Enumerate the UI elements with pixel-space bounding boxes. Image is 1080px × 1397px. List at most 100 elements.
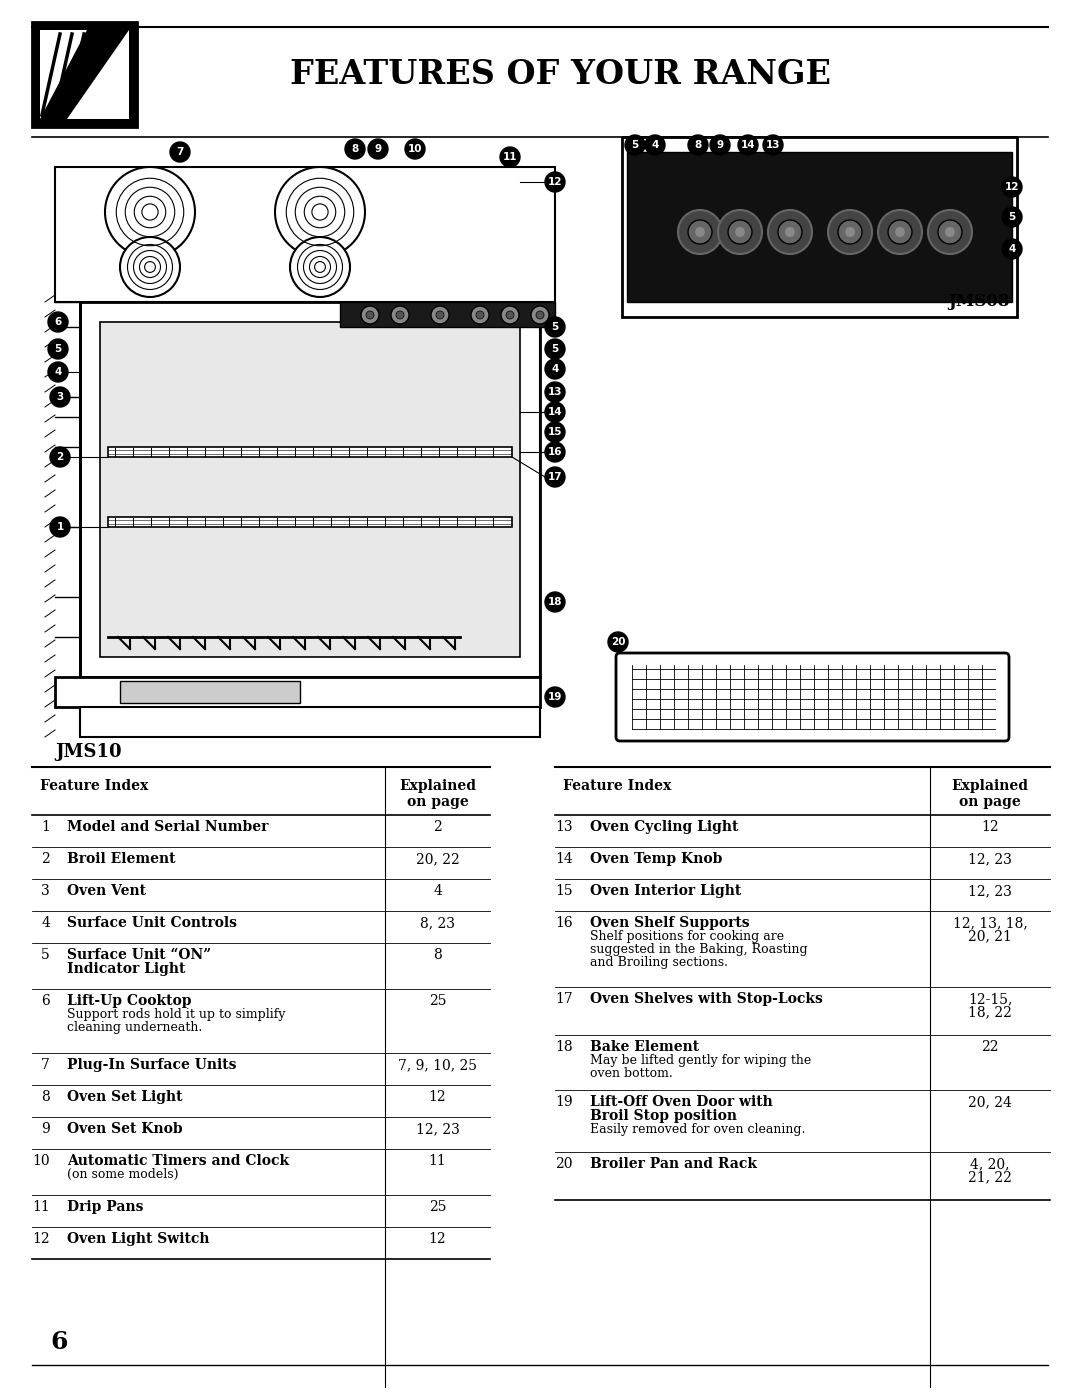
Circle shape (688, 219, 712, 244)
Text: 13: 13 (766, 140, 780, 149)
Circle shape (845, 226, 855, 237)
Text: 2: 2 (41, 852, 50, 866)
Text: 4: 4 (54, 367, 62, 377)
Circle shape (608, 631, 627, 652)
Circle shape (501, 306, 519, 324)
Text: 13: 13 (548, 387, 563, 397)
Text: 10: 10 (408, 144, 422, 154)
Bar (100, 321, 519, 657)
Text: 8: 8 (41, 1090, 50, 1104)
Text: 13: 13 (555, 820, 573, 834)
Text: 11: 11 (429, 1154, 446, 1168)
Circle shape (50, 517, 70, 536)
Circle shape (785, 226, 795, 237)
Text: Oven Set Knob: Oven Set Knob (67, 1122, 183, 1136)
Text: 4: 4 (551, 365, 558, 374)
Text: 18: 18 (555, 1039, 573, 1053)
Text: 17: 17 (555, 992, 573, 1006)
Circle shape (120, 237, 180, 298)
Circle shape (710, 136, 730, 155)
Text: 12: 12 (429, 1232, 446, 1246)
Text: 4: 4 (1009, 244, 1015, 254)
Circle shape (718, 210, 762, 254)
Text: JMS10: JMS10 (55, 743, 122, 761)
Circle shape (945, 226, 955, 237)
Text: 11: 11 (32, 1200, 50, 1214)
Circle shape (275, 168, 365, 257)
Text: 5: 5 (54, 344, 62, 353)
Circle shape (728, 219, 752, 244)
Text: 5: 5 (632, 140, 638, 149)
Text: 4: 4 (433, 884, 442, 898)
Text: 17: 17 (548, 472, 563, 482)
Text: 9: 9 (375, 144, 381, 154)
Text: 4: 4 (41, 916, 50, 930)
Circle shape (507, 312, 514, 319)
Polygon shape (55, 168, 555, 302)
Circle shape (545, 172, 565, 191)
Text: Oven Cycling Light: Oven Cycling Light (590, 820, 739, 834)
Text: 11: 11 (503, 152, 517, 162)
Text: 2: 2 (433, 820, 442, 834)
Text: 12, 23: 12, 23 (968, 852, 1012, 866)
Text: 20: 20 (611, 637, 625, 647)
Circle shape (1002, 177, 1022, 197)
Text: Drip Pans: Drip Pans (67, 1200, 144, 1214)
Text: 1: 1 (41, 820, 50, 834)
Circle shape (368, 138, 388, 159)
Text: 21, 22: 21, 22 (968, 1171, 1012, 1185)
Circle shape (768, 210, 812, 254)
Circle shape (536, 312, 544, 319)
Text: 20: 20 (555, 1157, 573, 1171)
Circle shape (436, 312, 444, 319)
Circle shape (391, 306, 409, 324)
Circle shape (396, 312, 404, 319)
Circle shape (50, 447, 70, 467)
Text: Model and Serial Number: Model and Serial Number (67, 820, 268, 834)
Circle shape (828, 210, 872, 254)
Text: and Broiling sections.: and Broiling sections. (590, 956, 728, 970)
Circle shape (678, 210, 723, 254)
Text: Feature Index: Feature Index (563, 780, 672, 793)
Text: Automatic Timers and Clock: Automatic Timers and Clock (67, 1154, 289, 1168)
Text: Broil Element: Broil Element (67, 852, 175, 866)
Circle shape (48, 362, 68, 381)
Circle shape (471, 306, 489, 324)
Text: (on some models): (on some models) (67, 1168, 178, 1180)
Circle shape (838, 219, 862, 244)
Text: 4, 20,: 4, 20, (970, 1157, 1010, 1171)
Text: 15: 15 (555, 884, 573, 898)
Text: 20, 24: 20, 24 (968, 1095, 1012, 1109)
Bar (627, 152, 1012, 302)
Text: 8: 8 (694, 140, 702, 149)
Text: Indicator Light: Indicator Light (67, 963, 186, 977)
Circle shape (545, 339, 565, 359)
Text: Explained
on page: Explained on page (951, 780, 1028, 809)
Bar (108, 447, 512, 457)
Text: 12: 12 (982, 820, 999, 834)
Text: 5: 5 (552, 344, 558, 353)
Circle shape (939, 219, 962, 244)
Text: 12: 12 (1004, 182, 1020, 191)
Circle shape (696, 226, 705, 237)
Text: 25: 25 (429, 1200, 446, 1214)
Text: 8: 8 (433, 949, 442, 963)
Circle shape (48, 312, 68, 332)
Circle shape (545, 592, 565, 612)
Circle shape (431, 306, 449, 324)
Text: 3: 3 (56, 393, 64, 402)
Text: Broiler Pan and Rack: Broiler Pan and Rack (590, 1157, 757, 1171)
Circle shape (545, 467, 565, 488)
Circle shape (545, 359, 565, 379)
Circle shape (105, 168, 195, 257)
Polygon shape (40, 29, 87, 119)
Circle shape (545, 687, 565, 707)
Text: 19: 19 (555, 1095, 573, 1109)
Circle shape (476, 312, 484, 319)
Circle shape (545, 441, 565, 462)
Text: Plug-In Surface Units: Plug-In Surface Units (67, 1058, 237, 1071)
Polygon shape (340, 302, 555, 327)
Text: oven bottom.: oven bottom. (590, 1067, 673, 1080)
Text: 6: 6 (54, 317, 62, 327)
Text: suggested in the Baking, Roasting: suggested in the Baking, Roasting (590, 943, 808, 956)
